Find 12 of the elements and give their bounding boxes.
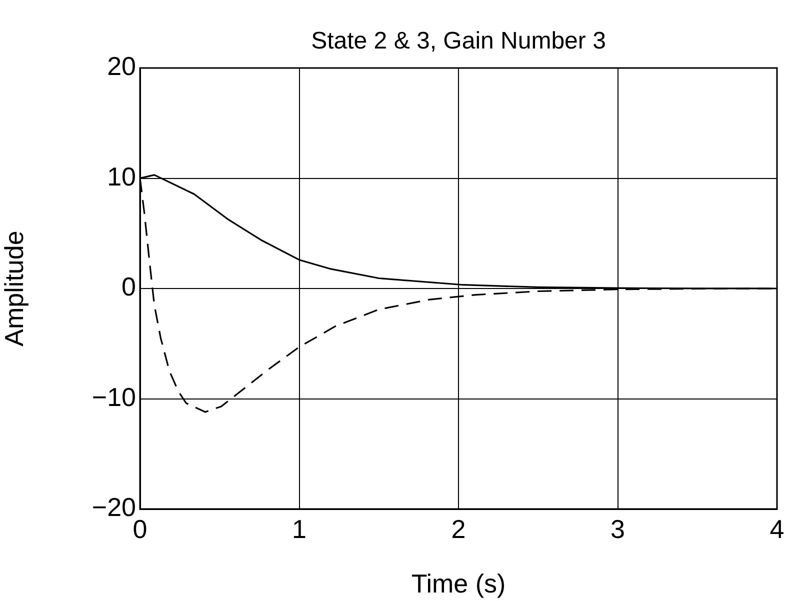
chart-title: State 2 & 3, Gain Number 3 bbox=[311, 28, 606, 55]
y-axis-title: Amplitude bbox=[0, 230, 29, 346]
x-tick-label: 3 bbox=[610, 514, 625, 544]
y-tick-label: 0 bbox=[122, 272, 136, 302]
y-tick-label: 10 bbox=[107, 161, 136, 192]
x-axis-title: Time (s) bbox=[411, 568, 506, 599]
y-tick-label: −10 bbox=[92, 382, 136, 412]
y-tick-label: −20 bbox=[92, 492, 136, 522]
x-tick-label: 1 bbox=[292, 514, 306, 544]
y-tick-label: 20 bbox=[107, 51, 136, 82]
x-tick-label: 2 bbox=[451, 514, 466, 544]
x-tick-label: 4 bbox=[770, 514, 784, 544]
